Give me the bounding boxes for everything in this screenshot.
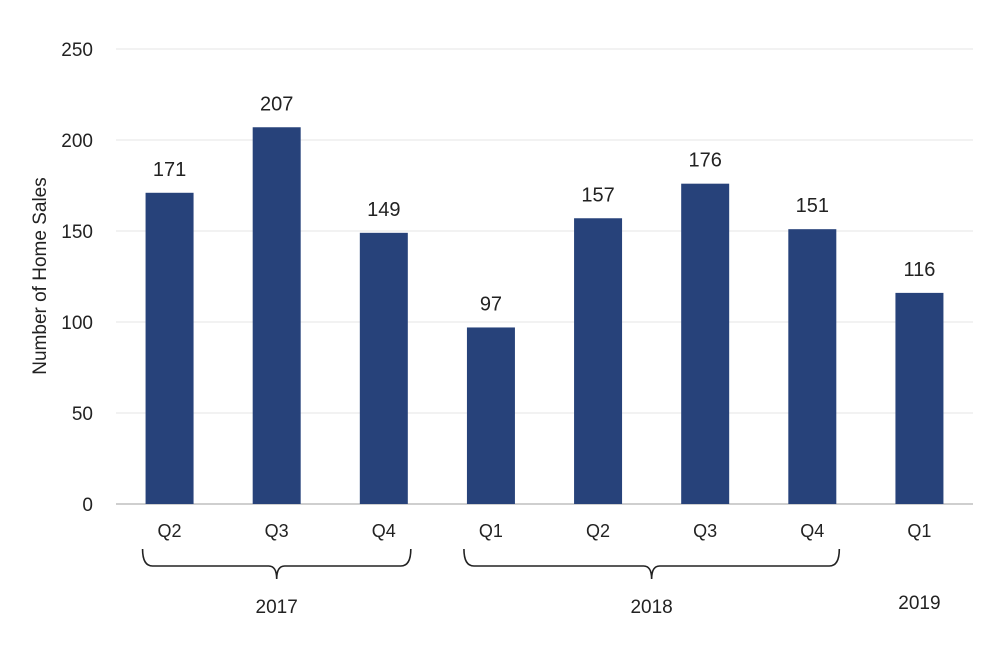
year-label: 2019 [898,593,940,614]
y-tick-label: 150 [61,222,93,243]
data-label: 149 [367,199,400,221]
gridlines [116,48,973,505]
bar [574,218,623,504]
year-label: 2017 [256,597,298,618]
data-label: 97 [480,293,502,315]
data-label: 171 [153,159,186,181]
y-tick-label: 50 [72,404,93,425]
x-tick-label: Q3 [265,521,289,541]
x-tick-label: Q2 [158,521,182,541]
x-tick-label: Q1 [907,521,931,541]
x-tick-label: Q2 [586,521,610,541]
data-label: 151 [796,195,829,217]
y-tick-label: 0 [82,495,93,516]
x-tick-label: Q1 [479,521,503,541]
bar [681,183,730,504]
bar [895,292,944,504]
data-label: 176 [689,150,722,172]
data-labels: 171 207 149 97 157 176 151 116 [153,93,936,315]
bar [359,232,408,504]
y-axis-ticks: 0 50 100 150 200 250 [61,40,93,516]
y-tick-label: 250 [61,40,93,61]
bars [145,127,944,504]
y-tick-label: 100 [61,313,93,334]
data-label: 116 [903,259,935,281]
bar [788,229,837,504]
year-bracket [141,548,412,580]
bar [466,327,515,504]
year-groups: 2017 2018 2019 [141,548,941,618]
x-axis-categories: Q2 Q3 Q4 Q1 Q2 Q3 Q4 Q1 [158,521,932,541]
y-axis-title: Number of Home Sales [30,177,51,374]
data-label: 207 [260,93,293,115]
x-tick-label: Q3 [693,521,717,541]
bar [145,192,194,504]
data-label: 157 [581,184,614,206]
year-label: 2018 [630,597,672,618]
x-tick-label: Q4 [372,521,396,541]
year-bracket [463,548,841,580]
bar [252,127,301,504]
x-tick-label: Q4 [800,521,824,541]
y-tick-label: 200 [61,131,93,152]
